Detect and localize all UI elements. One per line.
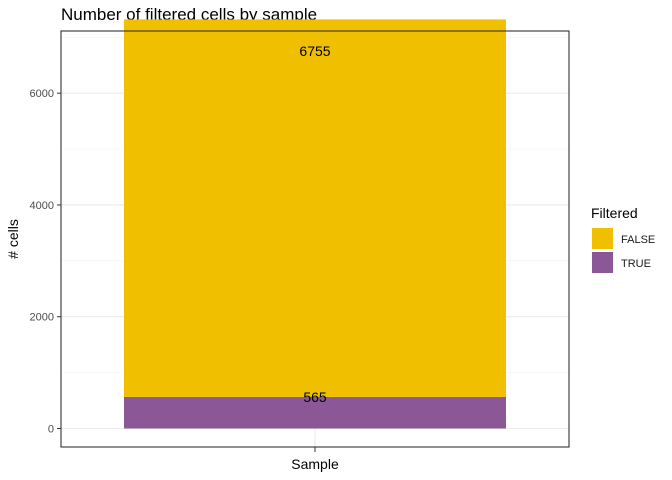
data-labels: 6755 565 (299, 43, 330, 405)
bars (124, 19, 506, 429)
legend-swatch-false (592, 228, 613, 249)
legend-swatch-true (592, 252, 613, 273)
y-axis: 0 2000 4000 6000 (30, 88, 61, 436)
y-tick-label: 2000 (30, 312, 54, 324)
data-label-true: 565 (303, 389, 327, 405)
x-axis-title: Sample (291, 456, 339, 472)
legend: Filtered FALSE TRUE (591, 205, 655, 273)
bar-true (124, 396, 506, 429)
y-tick-label: 0 (48, 424, 54, 436)
legend-label-true: TRUE (621, 258, 651, 270)
y-tick-label: 4000 (30, 200, 54, 212)
y-axis-title: # cells (5, 219, 21, 259)
data-label-false: 6755 (299, 43, 330, 59)
legend-title: Filtered (591, 205, 638, 221)
chart-title: Number of filtered cells by sample (61, 5, 317, 24)
bar-false (124, 19, 506, 397)
y-tick-label: 6000 (30, 88, 54, 100)
legend-label-false: FALSE (621, 234, 655, 246)
